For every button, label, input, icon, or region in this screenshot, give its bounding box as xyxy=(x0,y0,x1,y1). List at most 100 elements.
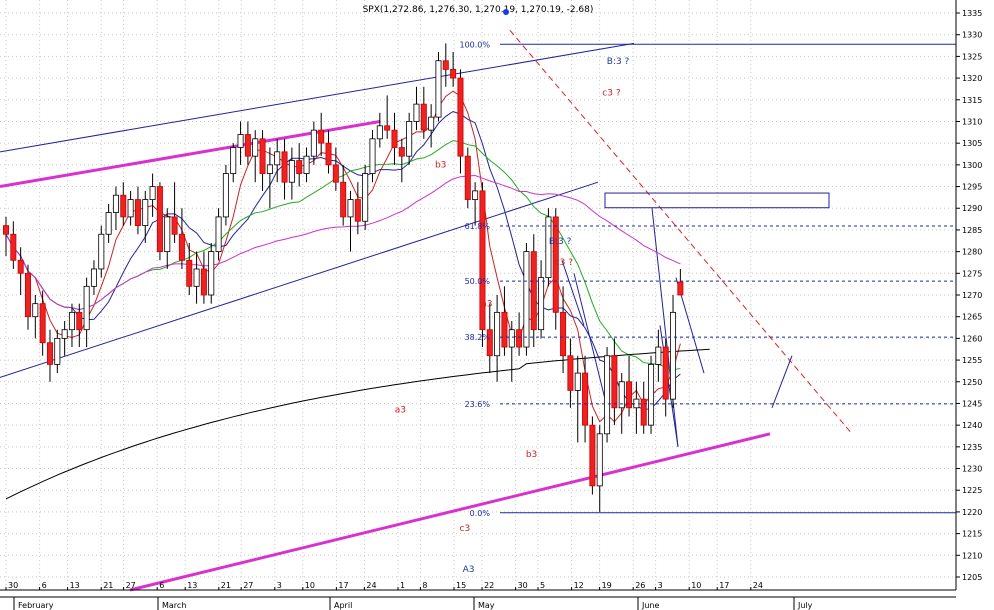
candle xyxy=(325,130,332,174)
candle xyxy=(61,321,68,356)
candle-body-down xyxy=(325,142,332,166)
candle xyxy=(68,303,75,348)
candle xyxy=(582,355,589,443)
candle-body-down xyxy=(76,311,83,331)
candle-body-down xyxy=(450,69,457,79)
wave-label: c3 ? xyxy=(602,88,621,98)
candle-body-up xyxy=(222,173,229,218)
candle xyxy=(376,112,383,148)
candle-body-down xyxy=(640,398,647,426)
fibonacci-levels: 100.0% 61.8% 50.0% 38.2% 23.6% 0.0% xyxy=(459,40,956,518)
candle xyxy=(274,138,281,183)
candle-body-up xyxy=(288,160,295,183)
x-month-label: June xyxy=(641,601,660,610)
candle-body-up xyxy=(472,190,479,200)
candle-body-up xyxy=(274,151,281,166)
candle xyxy=(362,164,369,230)
candle xyxy=(200,251,207,304)
x-date-label: 17 xyxy=(338,581,348,590)
candle xyxy=(222,164,229,226)
candle-body-up xyxy=(105,212,112,235)
candle xyxy=(655,329,662,382)
candle-body-down xyxy=(10,233,17,261)
candle xyxy=(523,242,530,356)
ma-long xyxy=(5,174,681,311)
candle xyxy=(530,234,537,348)
candle-body-up xyxy=(648,364,655,426)
candle xyxy=(391,112,398,165)
candle-body-up xyxy=(127,199,134,218)
x-date-label: 30 xyxy=(518,581,528,590)
candle xyxy=(215,208,222,261)
candle-body-up xyxy=(54,337,61,365)
candle-body-up xyxy=(266,164,273,174)
candle-body-down xyxy=(582,372,589,426)
x-month-label: May xyxy=(478,601,495,610)
candle-body-up xyxy=(494,311,501,357)
candle xyxy=(384,95,391,139)
candle-body-down xyxy=(420,103,427,131)
x-date-label: 6 xyxy=(159,581,164,590)
candle-body-down xyxy=(611,355,618,409)
candle-body-down xyxy=(17,259,24,274)
candle xyxy=(501,286,508,356)
candle-body-up xyxy=(98,233,105,270)
ma-200 xyxy=(5,348,710,500)
y-tick-label: 1305 xyxy=(962,139,982,148)
candle-body-up xyxy=(596,433,603,487)
fib-label: 23.6% xyxy=(465,400,491,409)
candle-body-down xyxy=(244,134,251,157)
fib-label: 61.8% xyxy=(465,222,491,231)
candle-body-down xyxy=(589,424,596,487)
y-tick-label: 1275 xyxy=(962,269,982,278)
candle xyxy=(134,186,141,235)
grid-lines xyxy=(0,0,956,590)
chart-title: SPX(1,272.86, 1,276.30, 1,270.19, 1,270.… xyxy=(363,5,594,15)
x-month-label: April xyxy=(334,601,352,610)
candle xyxy=(406,112,413,165)
candle-body-down xyxy=(464,155,471,200)
y-axis: 1205 1210 1215 1220 1225 1230 1235 1240 1245 1250… xyxy=(955,0,982,590)
candle xyxy=(670,295,677,408)
x-date-label: 8 xyxy=(422,581,427,590)
candle xyxy=(164,208,171,269)
candle xyxy=(24,264,31,330)
candle-body-down xyxy=(259,138,266,174)
x-date-label: 13 xyxy=(70,581,80,590)
candle xyxy=(310,121,317,165)
candle xyxy=(596,425,603,512)
y-tick-label: 1225 xyxy=(962,486,982,495)
candle-body-up xyxy=(208,251,215,296)
wave-line-4 xyxy=(651,208,679,447)
candle-body-down xyxy=(677,281,684,296)
candle xyxy=(450,52,457,87)
x-date-label: 6 xyxy=(42,581,47,590)
x-date-label: 15 xyxy=(456,581,466,590)
x-date-label: 3 xyxy=(277,581,282,590)
candle xyxy=(626,355,633,417)
candle-body-up xyxy=(303,155,310,174)
candle xyxy=(442,43,449,87)
candlesticks xyxy=(3,43,684,512)
candle-body-up xyxy=(215,216,222,253)
candle xyxy=(494,295,501,382)
candle xyxy=(479,182,486,348)
y-tick-label: 1210 xyxy=(962,551,982,560)
candle xyxy=(354,182,361,235)
y-tick-label: 1205 xyxy=(962,573,982,582)
candle-body-up xyxy=(61,329,68,339)
y-tick-label: 1260 xyxy=(962,334,982,343)
candle-body-down xyxy=(46,342,53,365)
candle-body-up xyxy=(112,194,119,213)
x-date-label: 10 xyxy=(305,581,315,590)
wave-annotations: B:3 ? c3 ? b3 B:3 ? c3 ? a3 a3 b3 c3 A3 xyxy=(395,57,630,575)
candle-body-up xyxy=(413,103,420,122)
upper-channel-line xyxy=(0,42,635,153)
candle xyxy=(472,182,479,226)
candle-body-up xyxy=(83,285,90,331)
y-tick-label: 1280 xyxy=(962,248,982,257)
candle-body-up xyxy=(362,173,369,222)
candle xyxy=(677,268,684,296)
candle-body-down xyxy=(442,60,449,70)
y-tick-label: 1320 xyxy=(962,74,982,83)
